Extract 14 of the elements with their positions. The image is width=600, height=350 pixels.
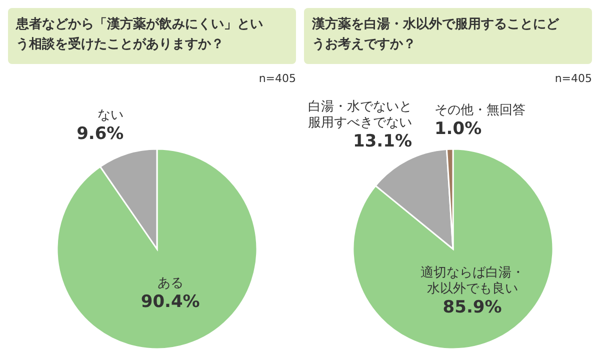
data-label: 9.6% bbox=[76, 124, 124, 144]
slice-label: その他・無回答 bbox=[434, 103, 526, 118]
data-label: 85.9% bbox=[442, 298, 502, 318]
text: n=405 bbox=[258, 72, 296, 86]
slice-label: ある bbox=[157, 276, 184, 291]
data-label: 1.0% bbox=[434, 119, 482, 140]
slice-label: 適切ならば白湯・水以外でも良い bbox=[420, 264, 524, 297]
text: n=405 bbox=[554, 72, 592, 86]
slice-label: 白湯・水でないと服用すべきでない bbox=[308, 99, 412, 130]
chart-title: 患者などから「漢方薬が飲みにくい」という相談を受けたことがありますか？ bbox=[16, 16, 264, 54]
data-label: 13.1% bbox=[353, 131, 412, 152]
data-label: 90.4% bbox=[140, 292, 200, 312]
chart-title: 漢方薬を白湯・水以外で服用することにどうお考えですか？ bbox=[312, 16, 560, 54]
slice-label: ない bbox=[98, 108, 124, 124]
